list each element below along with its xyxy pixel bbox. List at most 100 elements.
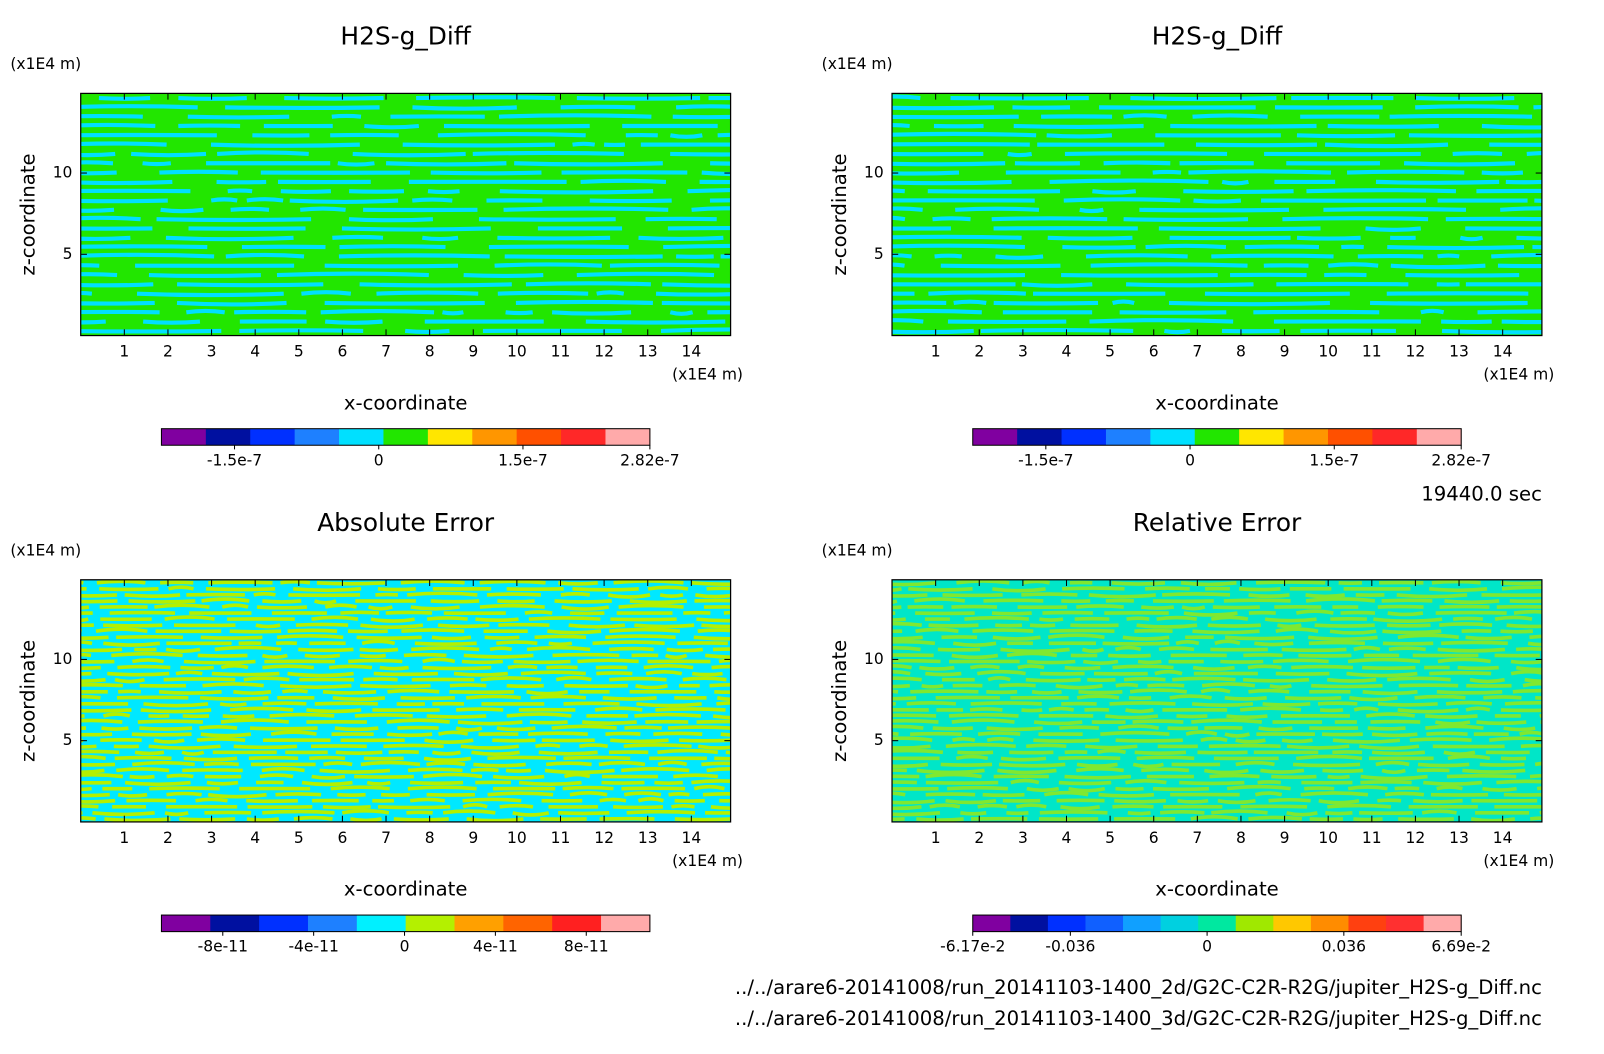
- field-stripe: [518, 780, 582, 787]
- field-stripe: [324, 263, 459, 269]
- field-stripe: [560, 104, 636, 110]
- colorbar-tick-label: 6.69e-2: [1431, 938, 1491, 956]
- field-stripe: [1126, 616, 1150, 621]
- field-stripe: [368, 605, 393, 611]
- field-stripe: [499, 189, 654, 195]
- field-stripe: [494, 262, 602, 268]
- field-stripe: [908, 587, 973, 592]
- field-stripe: [563, 701, 620, 706]
- field-stripe: [538, 750, 598, 756]
- field-stripe: [1239, 706, 1302, 712]
- field-stripe: [505, 310, 533, 316]
- field-stripe: [691, 779, 731, 785]
- field-stripe: [287, 628, 338, 634]
- field-stripe: [675, 104, 731, 110]
- field-stripe: [892, 811, 941, 817]
- field-stripe: [1470, 817, 1516, 822]
- field-stripe: [298, 647, 354, 653]
- field-stripe: [1244, 244, 1320, 250]
- field-stripe: [955, 206, 1040, 212]
- field-stripe: [472, 150, 624, 157]
- field-stripe: [431, 635, 472, 641]
- field-stripe: [1212, 605, 1260, 610]
- field-stripe: [261, 653, 288, 660]
- field-stripe: [915, 627, 959, 634]
- field-stripe: [330, 785, 390, 791]
- field-stripe: [655, 707, 726, 712]
- field-stripe: [1436, 689, 1503, 695]
- field-stripe: [1126, 282, 1254, 288]
- field-stripe: [563, 772, 591, 779]
- field-stripe: [607, 593, 651, 599]
- field-stripe: [301, 780, 353, 787]
- field-stripe: [1269, 683, 1292, 689]
- field-stripe: [412, 105, 517, 111]
- field-stripe: [377, 587, 416, 592]
- field-stripe: [1076, 604, 1124, 609]
- field-stripe: [114, 677, 145, 684]
- field-stripe: [1437, 253, 1460, 259]
- field-stripe: [80, 640, 93, 646]
- field-stripe: [1295, 609, 1334, 615]
- colorbar-segment: [210, 915, 260, 932]
- field-stripe: [1221, 179, 1249, 186]
- field-stripe: [1476, 720, 1527, 726]
- time-label: 19440.0 sec: [1421, 482, 1542, 505]
- field-stripe: [1248, 593, 1290, 599]
- field-stripe: [442, 809, 496, 815]
- colorbar-frame: [160, 428, 651, 446]
- x-tick-label: 1: [119, 829, 129, 847]
- field-stripe: [906, 701, 957, 706]
- x-tick-label: 11: [551, 343, 571, 361]
- file-path: ../../arare6-20141008/run_20141103-1400_…: [735, 1007, 1542, 1030]
- field-stripe: [1097, 748, 1127, 755]
- colorbar-segment: [503, 915, 553, 932]
- field-stripe: [262, 701, 307, 706]
- field-stripe: [370, 617, 415, 623]
- field-stripe: [678, 738, 731, 743]
- x-tick-label: 4: [1062, 829, 1072, 847]
- field-stripe: [186, 308, 225, 315]
- y-unit: (x1E4 m): [822, 541, 893, 559]
- field-stripe: [551, 724, 617, 730]
- field-stripe: [1382, 629, 1442, 635]
- field-stripe: [1362, 665, 1416, 670]
- field-stripe: [892, 676, 922, 682]
- field-stripe: [497, 599, 535, 604]
- field-stripe: [1536, 786, 1542, 791]
- field-stripe: [977, 803, 1008, 809]
- field-stripe: [892, 731, 899, 736]
- field-stripe: [1112, 804, 1154, 809]
- colorbar-tick-label: -4e-11: [288, 938, 338, 956]
- field-stripe: [1479, 762, 1525, 767]
- field-stripe: [554, 599, 612, 604]
- field-stripe: [669, 133, 703, 139]
- field-stripe: [221, 603, 249, 609]
- field-stripe: [945, 742, 1016, 749]
- field-stripe: [1311, 683, 1383, 689]
- field-stripe: [1188, 169, 1331, 175]
- field-stripe: [626, 809, 696, 815]
- field-stripe: [339, 244, 446, 250]
- field-stripe: [437, 623, 490, 629]
- field-stripe: [925, 772, 982, 779]
- field-stripe: [124, 780, 191, 787]
- field-stripe: [1510, 659, 1542, 665]
- x-tick-label: 5: [1105, 829, 1115, 847]
- colorbar-segment: [383, 428, 429, 446]
- field-stripe: [1217, 798, 1256, 805]
- field-stripe: [701, 170, 731, 177]
- field-stripe: [673, 773, 719, 779]
- field-stripe: [552, 652, 620, 658]
- field-stripe: [667, 725, 731, 730]
- field-stripe: [499, 803, 534, 809]
- field-stripe: [1308, 635, 1378, 641]
- field-stripe: [1516, 235, 1542, 241]
- field-stripe: [275, 792, 322, 797]
- field-stripe: [337, 161, 375, 167]
- field-stripe: [914, 597, 966, 603]
- colorbar-tick-label: 1.5e-7: [1309, 451, 1359, 469]
- field-stripe: [892, 105, 994, 111]
- field-stripe: [993, 300, 1099, 306]
- chart-title: H2S-g_Diff: [340, 22, 471, 51]
